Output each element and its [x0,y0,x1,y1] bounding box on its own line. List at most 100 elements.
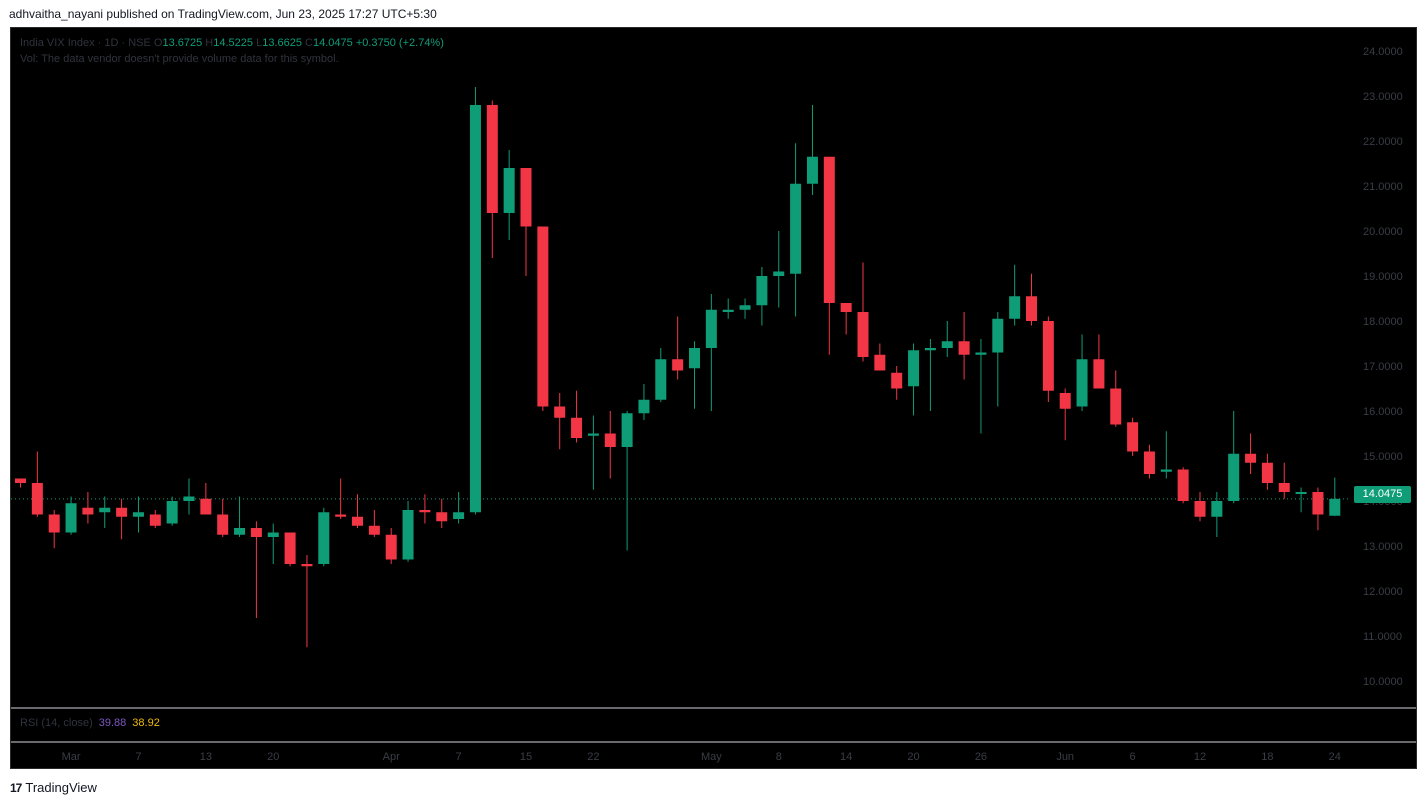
y-tick-label: 20.0000 [1363,226,1403,238]
candle-body-down [857,312,869,357]
candle-body-up [941,341,953,348]
x-tick-label: 6 [1130,751,1136,763]
candle-body-down [48,514,60,533]
candle-body-up [722,309,734,312]
y-tick-label: 12.0000 [1363,586,1403,598]
candle-body-down [217,514,229,535]
candle-body-down [385,534,397,560]
low-label: L [256,37,263,49]
x-tick-label: 7 [135,751,141,763]
candle-body-down [874,354,886,371]
chart-panel[interactable]: 24.0000 23.0000 22.0000 21.0000 20.0000 19.00… [10,27,1417,769]
open-value: 13.6725 [162,37,203,49]
close-value: 14.0475 [312,37,353,49]
candle-body-down [1177,469,1189,501]
x-tick-label: 22 [587,751,599,763]
y-tick-label: 23.0000 [1363,91,1403,103]
high-value: 14.5225 [213,37,254,49]
y-tick-label: 10.0000 [1363,676,1403,688]
publish-header: adhvaitha_nayani published on TradingVie… [9,7,437,21]
candle-body-down [958,341,970,355]
candle-body-up [739,305,751,310]
candle-body-up [453,512,465,519]
symbol-label: India VIX Index · 1D · NSE [20,37,151,49]
candle-body-down [486,105,498,213]
candle-body-down [1110,388,1122,425]
candle-body-down [419,510,431,513]
x-tick-label: May [701,751,722,763]
x-tick-label: Mar [62,751,81,763]
candle-body-down [82,507,94,515]
candle-body-up [790,183,802,274]
y-tick-label: 18.0000 [1363,316,1403,328]
candle-body-down [368,525,380,535]
candle-body-up [1076,359,1088,407]
y-tick-label: 15.0000 [1363,451,1403,463]
candle-body-down [116,507,128,517]
candle-body-down [149,514,161,526]
candle-body-up [806,156,818,184]
x-tick-label: 24 [1329,751,1341,763]
y-tick-label: 16.0000 [1363,406,1403,418]
candle-body-down [1245,453,1257,463]
candle-body-down [554,406,566,418]
candle-body-up [756,276,768,306]
x-tick-label: 26 [975,751,987,763]
candle-body-down [436,512,448,522]
candle-body-up [1211,501,1223,517]
y-tick-label: 21.0000 [1363,181,1403,193]
candlestick-chart[interactable]: 24.0000 23.0000 22.0000 21.0000 20.0000 19.00… [11,28,1416,768]
candle-body-down [284,532,296,564]
candle-body-down [335,514,347,517]
candle-body-down [1261,462,1273,483]
volume-note: Vol: The data vendor doesn't provide vol… [20,53,339,65]
candle-body-down [15,478,26,483]
candle-body-down [672,359,684,371]
y-tick-label: 17.0000 [1363,361,1403,373]
candle-body-up [99,507,111,513]
close-label: C [305,37,313,49]
candle-body-down [1143,451,1155,474]
candle-body-down [891,372,903,389]
candle-body-up [1160,469,1172,472]
tradingview-logo-icon: 17 [10,780,22,795]
x-tick-label: 20 [907,751,919,763]
candle-body-up [638,399,650,414]
candle-body-up [166,501,178,524]
candle-body-up [908,350,920,387]
y-tick-label: 13.0000 [1363,541,1403,553]
candle-body-up [689,348,700,369]
candle-body-up [183,496,195,501]
y-tick-label: 24.0000 [1363,46,1403,58]
y-tick-label: 11.0000 [1363,631,1402,643]
y-tick-label: 22.0000 [1363,136,1403,148]
candle-body-up [773,271,785,276]
candle-body-up [402,510,414,560]
candle-body-up [1329,498,1341,516]
candle-body-up [132,512,144,517]
candle-body-down [1127,422,1139,452]
ohlc-legend: India VIX Index · 1D · NSE O13.6725 H14.… [20,37,444,49]
candle-body-up [924,348,936,351]
brand-name: TradingView [25,780,97,795]
candle-body-up [1295,492,1307,494]
candle-body-up [1009,296,1021,319]
candle-body-down [1059,393,1071,409]
x-tick-label: Apr [383,751,400,763]
last-price-badge: 14.0475 [1354,486,1411,503]
candle-body-down [250,528,262,537]
candle-body-down [1042,321,1054,391]
x-tick-label: 13 [200,751,212,763]
candle-body-down [1278,483,1290,492]
change-value: +0.3750 (+2.74%) [355,37,444,49]
footer-brand[interactable]: 17 TradingView [10,780,97,795]
rsi-legend: RSI (14, close) 39.88 38.92 [20,717,160,729]
x-tick-label: 12 [1194,751,1206,763]
candle-body-down [537,226,549,407]
candle-body-up [267,532,279,537]
candle-body-down [604,433,616,447]
high-label: H [205,37,214,49]
candle-body-down [823,156,835,303]
candle-body-down [352,516,363,526]
candle-body-up [992,318,1004,353]
